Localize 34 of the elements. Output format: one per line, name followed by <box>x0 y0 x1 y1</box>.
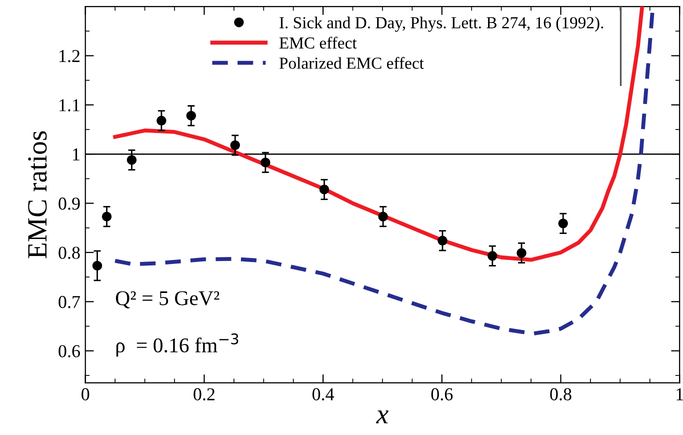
x-tick-label: 1 <box>676 388 683 400</box>
legend-label: I. Sick and D. Day, Phys. Lett. B 274, 16 (1992). <box>280 16 604 32</box>
y-tick-label: 1.2 <box>60 50 80 62</box>
y-tick-label: 0.6 <box>58 345 80 358</box>
y-tick-label: 0.8 <box>58 246 80 259</box>
x-tick-label: 0 <box>82 388 90 400</box>
x-tick-label: 0.2 <box>194 388 215 400</box>
annotation: Q² = 5 GeV² <box>116 291 220 308</box>
point <box>102 212 112 222</box>
legend-label: EMC effect <box>279 36 357 49</box>
point <box>156 116 166 126</box>
point <box>126 155 137 165</box>
legend-label: Polarized EMC effect <box>279 56 424 69</box>
point <box>438 236 448 246</box>
point <box>558 218 568 228</box>
point <box>230 140 240 150</box>
point <box>516 248 526 258</box>
y-tick-label: 0.7 <box>58 296 80 308</box>
point <box>186 110 196 121</box>
y-tick-label: 1.1 <box>60 99 80 112</box>
point <box>92 260 102 271</box>
x-axis-title: x <box>376 410 388 424</box>
x-tick-label: 0.6 <box>431 388 453 400</box>
line-series <box>113 6 644 262</box>
point <box>260 158 270 168</box>
y-axis-title: EMC ratios <box>28 131 47 258</box>
y-tick-label: 0.9 <box>58 198 80 210</box>
x-tick-label: 0.8 <box>550 388 572 400</box>
point <box>378 212 388 222</box>
annotation: ρ = 0.16 fm$^{−3}$ <box>116 333 238 357</box>
point <box>319 184 330 194</box>
x-tick-label: 0.4 <box>312 388 334 400</box>
point <box>488 251 498 261</box>
y-tick-label: 1 <box>73 148 80 160</box>
